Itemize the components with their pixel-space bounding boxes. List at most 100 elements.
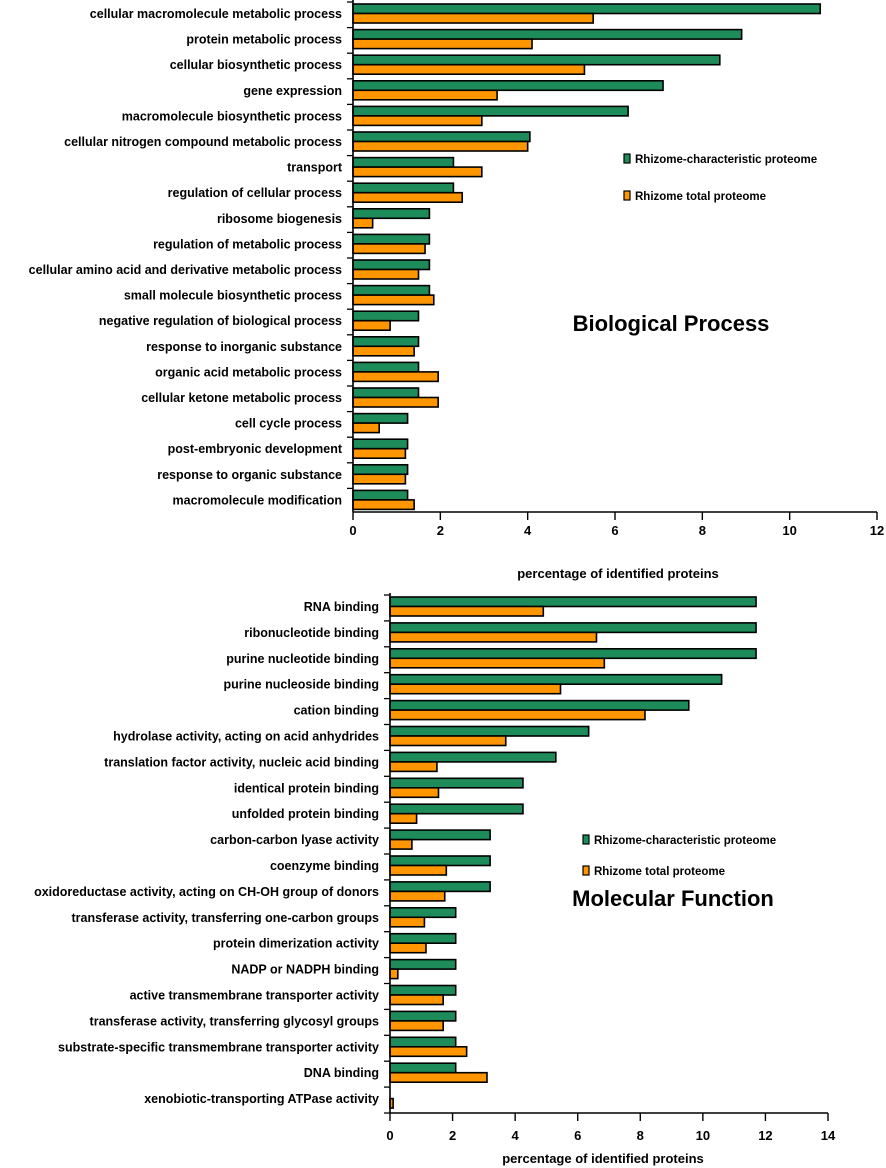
orange-bar-3	[352, 89, 498, 101]
x-tick-label: 14	[821, 1128, 836, 1143]
orange-bar-9	[352, 243, 426, 255]
green-bar-8	[352, 208, 431, 220]
x-tick-label: 6	[574, 1128, 581, 1143]
x-axis-label: percentage of identified proteins	[502, 1151, 704, 1166]
green-bar-6	[389, 751, 557, 763]
x-tick-label: 8	[637, 1128, 644, 1143]
x-tick-label: 10	[696, 1128, 710, 1143]
orange-bar-14	[352, 371, 439, 383]
green-bar-17	[389, 1036, 457, 1048]
orange-bar-10	[352, 268, 420, 280]
orange-bar-15	[352, 396, 439, 408]
orange-bar-9	[389, 838, 413, 850]
green-bar-5	[389, 725, 590, 737]
category-label: hydrolase activity, acting on acid anhyd…	[113, 730, 379, 744]
category-label: coenzyme binding	[270, 859, 379, 873]
orange-bar-6	[389, 761, 438, 773]
green-bar-15	[352, 387, 420, 399]
category-label: protein metabolic process	[186, 33, 342, 47]
x-tick-label: 2	[449, 1128, 456, 1143]
green-bar-15	[389, 984, 457, 996]
legend-label-0: Rhizome-characteristic proteome	[635, 154, 817, 166]
x-tick-label: 2	[437, 523, 444, 538]
orange-bar-2	[352, 63, 586, 75]
green-bar-11	[389, 881, 491, 893]
legend-swatch-1	[582, 865, 590, 876]
green-bar-13	[389, 932, 457, 945]
category-label: response to inorganic substance	[146, 340, 342, 354]
category-label: cell cycle process	[235, 417, 342, 431]
green-bar-3	[389, 673, 723, 686]
legend-swatch-0	[623, 153, 631, 164]
green-bar-10	[389, 855, 491, 867]
green-bar-9	[352, 233, 431, 245]
green-bar-13	[352, 335, 420, 348]
green-bar-0	[352, 3, 822, 15]
category-label: ribonucleotide binding	[244, 626, 379, 640]
orange-bar-11	[352, 294, 435, 306]
category-label: macromolecule modification	[173, 493, 342, 507]
orange-bar-3	[389, 683, 562, 695]
category-label: cellular amino acid and derivative metab…	[29, 263, 342, 277]
molecular-function-chart: RNA binding ribonucleotide binding purine …	[34, 593, 836, 1166]
green-bar-18	[352, 463, 409, 476]
orange-bar-4	[389, 709, 646, 721]
chart-title: Molecular Function	[572, 886, 774, 911]
green-bar-4	[352, 105, 629, 117]
green-bar-10	[352, 259, 431, 271]
legend-swatch-0	[582, 834, 590, 845]
category-label: substrate-specific transmembrane transpo…	[58, 1040, 379, 1054]
category-label: response to organic substance	[157, 468, 342, 482]
orange-bar-5	[352, 140, 529, 152]
x-tick-label: 12	[758, 1128, 772, 1143]
category-label: DNA binding	[304, 1066, 379, 1080]
orange-bar-17	[389, 1046, 468, 1058]
green-bar-19	[352, 489, 409, 501]
orange-bar-14	[389, 968, 399, 980]
green-bar-8	[389, 803, 524, 815]
category-label: transport	[287, 161, 343, 175]
category-label: carbon-carbon lyase activity	[210, 833, 379, 847]
x-tick-label: 6	[611, 523, 618, 538]
chart-title: Biological Process	[573, 311, 770, 336]
x-tick-label: 12	[870, 523, 884, 538]
category-label: gene expression	[243, 84, 342, 98]
orange-bar-15	[389, 994, 444, 1006]
category-label: macromolecule biosynthetic process	[122, 109, 342, 123]
green-bar-4	[389, 699, 690, 711]
category-label: active transmembrane transporter activit…	[130, 989, 379, 1003]
orange-bar-0	[352, 12, 594, 24]
x-tick-label: 10	[782, 523, 796, 538]
x-tick-label: 4	[524, 523, 532, 538]
green-bar-1	[389, 622, 757, 634]
green-bar-2	[352, 54, 721, 66]
category-label: RNA binding	[304, 600, 379, 614]
category-label: post-embryonic development	[168, 442, 343, 456]
x-tick-label: 4	[512, 1128, 520, 1143]
category-label: NADP or NADPH binding	[231, 963, 379, 977]
green-bar-0	[389, 596, 757, 608]
x-tick-label: 0	[349, 523, 356, 538]
category-label: cellular ketone metabolic process	[141, 391, 342, 405]
orange-bar-10	[389, 864, 448, 876]
green-bar-11	[352, 284, 431, 296]
green-bar-1	[352, 28, 743, 40]
orange-bar-19	[352, 499, 415, 511]
green-bar-16	[389, 1010, 457, 1022]
legend-swatch-1	[623, 190, 631, 201]
category-label: protein dimerization activity	[213, 937, 379, 951]
green-bar-17	[352, 438, 409, 450]
orange-bar-13	[352, 345, 415, 357]
orange-bar-2	[389, 657, 606, 669]
orange-bar-12	[389, 916, 426, 928]
x-axis-label: percentage of identified proteins	[517, 566, 719, 581]
green-bar-7	[352, 182, 455, 194]
orange-bar-8	[352, 217, 374, 229]
category-label: xenobiotic-transporting ATPase activity	[144, 1092, 379, 1106]
orange-bar-11	[389, 890, 446, 902]
category-label: cellular biosynthetic process	[170, 58, 342, 72]
category-label: transferase activity, transferring one-c…	[72, 911, 380, 925]
orange-bar-1	[389, 631, 598, 643]
orange-bar-1	[352, 38, 533, 50]
